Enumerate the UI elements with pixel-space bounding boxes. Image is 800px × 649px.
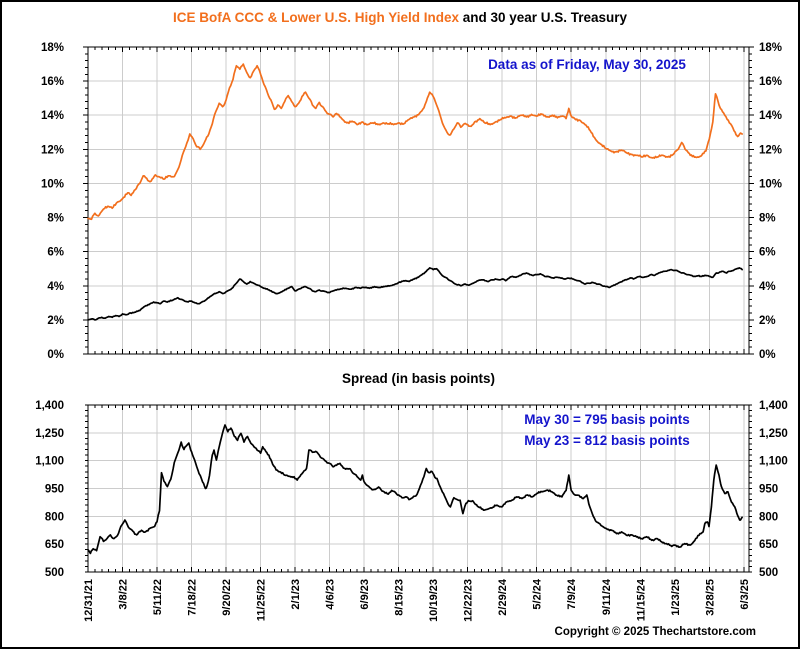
x-tick-label: 3/8/22 [118, 579, 130, 610]
spread-annotation-may23: May 23 = 812 basis points [524, 433, 690, 448]
y-tick-label-left: 1,250 [35, 428, 64, 440]
grid-layer [88, 47, 749, 354]
y-tick-label-right: 16% [759, 76, 782, 88]
y-tick-label-right: 4% [759, 281, 776, 293]
y-tick-label-left: 650 [45, 539, 64, 551]
x-axis-labels: 12/31/21 3/8/22 5/11/22 7/18/22 9/20/22 11/25… [83, 578, 751, 622]
x-tick-label: 7/18/22 [187, 579, 199, 616]
y-tick-label-right: 650 [759, 539, 778, 551]
x-tick-label: 9/11/24 [601, 578, 613, 615]
x-tick-label: 12/31/21 [83, 579, 95, 622]
y-tick-label-left: 800 [45, 511, 64, 523]
page-title: ICE BofA CCC & Lower U.S. High Yield Ind… [2, 10, 798, 25]
x-tick-label: 1/23/25 [670, 579, 682, 616]
y-tick-label-left: 6% [47, 247, 64, 259]
y-tick-label-left: 1,100 [35, 456, 64, 468]
y-tick-label-left: 1,400 [35, 400, 64, 412]
copyright-text: Copyright © 2025 Thechartstore.com [554, 626, 756, 638]
y-tick-label-right: 6% [759, 247, 776, 259]
y-tick-label-left: 16% [41, 76, 64, 88]
y-tick-label-right: 10% [759, 178, 782, 190]
y-tick-label-left: 950 [45, 484, 64, 496]
x-tick-label: 4/6/23 [325, 579, 337, 610]
y-tick-label-right: 500 [759, 567, 778, 579]
y-tick-label-left: 2% [47, 315, 64, 327]
y-tick-label-right: 800 [759, 511, 778, 523]
series-line-line_black [87, 267, 743, 321]
y-tick-label-left: 10% [41, 178, 64, 190]
data-as-of-annotation: Data as of Friday, May 30, 2025 [488, 57, 686, 72]
x-tick-label: 5/11/22 [152, 579, 164, 615]
y-axis-labels: 0% 0% 2% 2% 4% 4% 6% 6% 8% 8% 10% 10% 12% 12% 14% 14% 16… [41, 42, 782, 361]
x-tick-label: 11/25/22 [256, 579, 268, 621]
y-tick-label-right: 0% [759, 349, 776, 361]
plot-area: 500 500 650 650 800 800 950 950 1,100 1,100 1,250 1… [35, 400, 788, 579]
y-tick-label-right: 950 [759, 484, 778, 496]
y-tick-label-right: 14% [759, 110, 782, 122]
x-tick-label: 10/19/23 [428, 579, 440, 622]
x-tick-label: 2/1/23 [290, 579, 302, 610]
series-line-line_black [87, 424, 743, 555]
plot-border [87, 404, 750, 573]
y-tick-label-right: 1,400 [759, 400, 788, 412]
y-tick-label-right: 1,100 [759, 456, 788, 468]
page-title-index-part: ICE BofA CCC & Lower U.S. High Yield Ind… [172, 10, 459, 25]
x-tick-label: 12/22/23 [463, 579, 475, 622]
series-line-highlight_orange [87, 63, 743, 221]
y-tick-label-left: 14% [41, 110, 64, 122]
plot-border [87, 46, 750, 355]
plot-area: 0% 0% 2% 2% 4% 4% 6% 6% 8% 8% 10% 10% 12% 12% 14% 14% 16… [41, 42, 782, 361]
y-tick-label-left: 4% [47, 281, 64, 293]
x-tick-label: 6/3/25 [739, 579, 751, 610]
y-tick-label-left: 8% [47, 213, 64, 225]
x-tick-label: 5/2/24 [532, 578, 544, 609]
x-tick-label: 2/29/24 [497, 578, 509, 616]
x-tick-label: 8/15/23 [394, 579, 406, 616]
y-tick-label-right: 2% [759, 315, 776, 327]
x-tick-label: 11/15/24 [635, 578, 647, 621]
tick-layer [83, 46, 754, 355]
x-tick-label: 6/9/23 [359, 579, 371, 610]
y-tick-label-left: 0% [47, 349, 64, 361]
y-tick-label-left: 12% [41, 144, 64, 156]
x-tick-label: 3/28/25 [704, 579, 716, 616]
y-tick-label-right: 1,250 [759, 428, 788, 440]
y-tick-label-left: 18% [41, 42, 64, 54]
y-axis-labels: 500 500 650 650 800 800 950 950 1,100 1,100 1,250 1… [35, 400, 788, 579]
y-tick-label-right: 18% [759, 42, 782, 54]
y-tick-label-right: 8% [759, 213, 776, 225]
x-tick-label: 9/20/22 [221, 579, 233, 616]
y-tick-label-right: 12% [759, 144, 782, 156]
y-tick-label-left: 500 [45, 567, 64, 579]
page-title-treasury-part: and 30 year U.S. Treasury [458, 10, 628, 25]
spread-chart-title: Spread (in basis points) [341, 371, 496, 386]
x-tick-label: 7/9/24 [566, 578, 578, 609]
spread-annotation-may30: May 30 = 795 basis points [524, 412, 690, 427]
